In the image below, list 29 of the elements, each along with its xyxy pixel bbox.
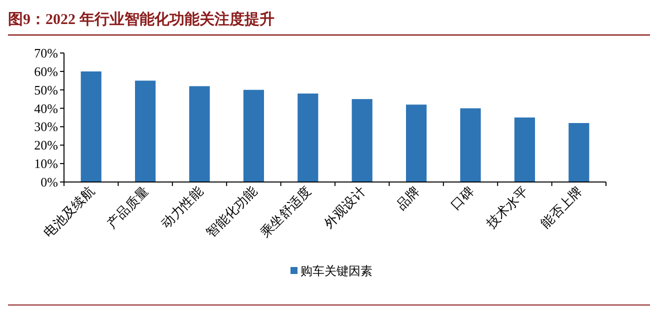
bar — [352, 99, 372, 182]
y-tick-label: 20% — [34, 138, 58, 153]
x-tick-label: 产品质量 — [104, 184, 152, 231]
x-tick-label: 技术水平 — [482, 184, 531, 232]
x-tick-label: 智能化功能 — [203, 184, 260, 240]
y-tick-label: 10% — [34, 156, 58, 172]
bar — [460, 108, 481, 182]
x-tick-label: 品牌 — [393, 184, 422, 213]
bar — [135, 80, 156, 182]
bar — [568, 123, 590, 182]
y-tick-label: 60% — [34, 64, 58, 79]
bar — [189, 86, 210, 182]
chart-title: 图9：2022 年行业智能化功能关注度提升 — [8, 10, 274, 28]
y-tick-label: 70% — [34, 46, 58, 60]
y-tick-label: 50% — [34, 82, 58, 98]
x-tick-label: 外观设计 — [320, 184, 368, 231]
x-tick-label: 乘坐舒适度 — [257, 184, 314, 240]
x-tick-label: 动力性能 — [158, 184, 206, 231]
y-tick-label: 0% — [40, 174, 58, 190]
bar — [243, 90, 264, 182]
y-tick-label: 30% — [34, 119, 58, 134]
bar — [80, 71, 102, 182]
bar — [298, 94, 318, 182]
y-tick-label: 40% — [34, 100, 58, 116]
bar — [406, 104, 427, 182]
bar — [514, 118, 535, 182]
x-tick-label: 能否上牌 — [538, 184, 586, 231]
legend-label: 购车关键因素 — [300, 264, 372, 278]
x-tick-label: 口碑 — [448, 184, 477, 213]
